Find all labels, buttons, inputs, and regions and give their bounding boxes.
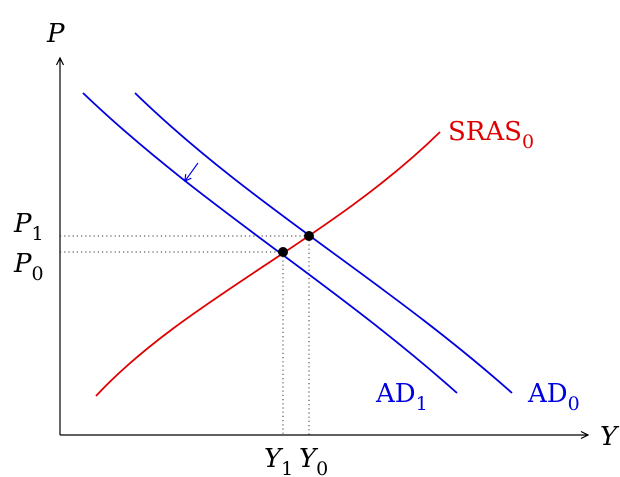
- equilibrium-original-dot: [304, 231, 314, 241]
- y1-tick-label: Y1: [264, 444, 293, 477]
- x-axis-label: Y: [600, 422, 620, 452]
- sras0-label: SRAS0: [448, 117, 534, 153]
- equilibrium-new-dot: [278, 247, 288, 257]
- ad1-label: AD1: [375, 379, 428, 415]
- ad0-label: AD0: [527, 379, 580, 415]
- p0-tick-label: P0: [13, 249, 44, 285]
- ad1-curve: [82, 92, 458, 394]
- y0-tick-label: Y0: [299, 444, 328, 477]
- p1-tick-label: P1: [13, 209, 44, 245]
- guide-lines: [60, 235, 310, 435]
- ad-shift-arrow: [184, 162, 199, 182]
- sras0-curve: [95, 131, 441, 397]
- y-axis-label: P: [46, 19, 65, 49]
- ad0-curve: [134, 92, 513, 394]
